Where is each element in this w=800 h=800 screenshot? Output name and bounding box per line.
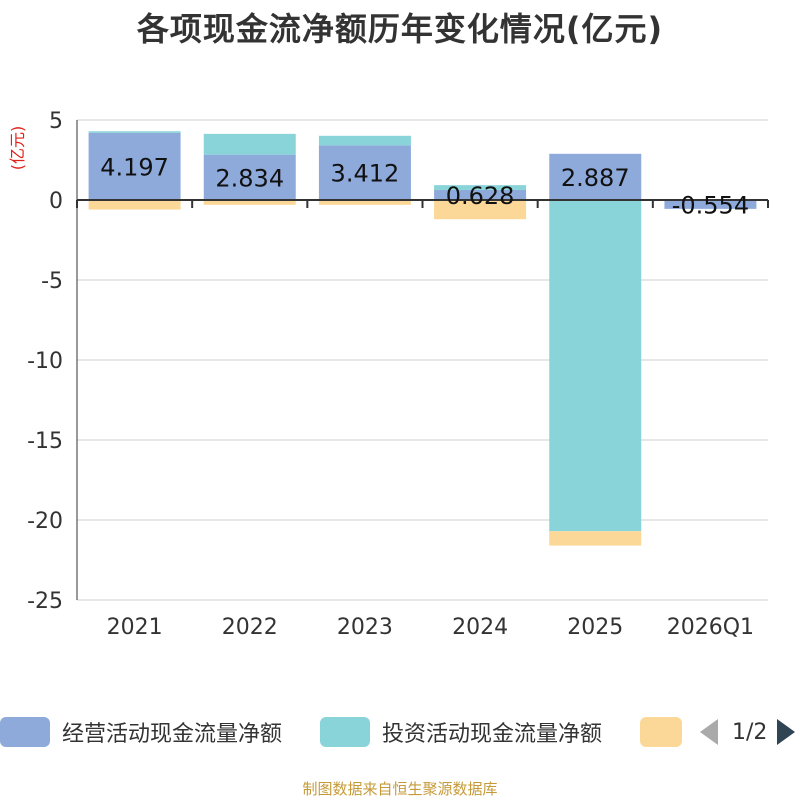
bar-segment[interactable] — [434, 189, 527, 200]
legend-page-indicator: 1/2 — [732, 719, 768, 745]
data-label: -0.554 — [672, 191, 749, 219]
bar-segment[interactable] — [203, 154, 296, 200]
bar-segment[interactable] — [88, 131, 181, 133]
bar-segment[interactable] — [434, 200, 527, 220]
legend-swatch-investing — [320, 717, 370, 747]
bar-segment[interactable] — [203, 200, 296, 205]
y-tick-label: -25 — [27, 589, 63, 614]
x-tick-label: 2021 — [107, 615, 163, 640]
y-tick-label: 0 — [49, 189, 63, 214]
y-axis-label: (亿元) — [8, 126, 27, 171]
legend-swatch-financing — [640, 717, 682, 747]
legend-prev-page-icon[interactable] — [700, 719, 718, 745]
bar-segment[interactable] — [318, 200, 411, 205]
legend-item-investing[interactable]: 投资活动现金流量净额 — [320, 712, 602, 752]
bar-segment[interactable] — [203, 133, 296, 155]
x-tick-label: 2025 — [567, 615, 623, 640]
data-label: 2.834 — [215, 164, 284, 192]
data-label: 2.887 — [561, 164, 630, 192]
bar-segment[interactable] — [549, 531, 642, 546]
bar-segment[interactable] — [88, 132, 181, 200]
bar-segment[interactable] — [318, 135, 411, 146]
x-tick-label: 2023 — [337, 615, 393, 640]
y-tick-label: -10 — [27, 349, 63, 374]
data-label: 0.628 — [446, 182, 515, 210]
x-tick-label: 2022 — [222, 615, 278, 640]
data-source-note: 制图数据来自恒生聚源数据库 — [302, 780, 498, 798]
legend-item-operating[interactable]: 经营活动现金流量净额 — [0, 712, 282, 752]
chart-title: 各项现金流净额历年变化情况(亿元) — [136, 10, 664, 48]
bar-segment[interactable] — [549, 200, 642, 532]
bar-segment[interactable] — [88, 200, 181, 210]
legend-item-financing[interactable] — [640, 712, 682, 752]
chart-plot: (亿元) 5 0 -5 -10 -15 -20 -25 2021 2022 2023 2024 202… — [8, 109, 769, 640]
bar-segment[interactable] — [434, 185, 527, 190]
y-tick-label: 5 — [49, 109, 63, 134]
bar-segment[interactable] — [664, 200, 757, 209]
legend-next-page-icon[interactable] — [777, 719, 796, 745]
y-tick-label: -20 — [27, 509, 63, 534]
y-tick-label: -15 — [27, 429, 63, 454]
legend-label-operating: 经营活动现金流量净额 — [62, 722, 283, 747]
legend-swatch-operating — [0, 717, 50, 747]
legend-label-investing: 投资活动现金流量净额 — [382, 722, 603, 747]
y-tick-label: -5 — [41, 269, 63, 294]
bar-segment[interactable] — [318, 145, 411, 200]
chart-legend: 经营活动现金流量净额 投资活动现金流量净额 1/2 — [0, 712, 800, 752]
data-label: 4.197 — [100, 153, 169, 181]
bar-segment[interactable] — [549, 153, 642, 200]
x-tick-label: 2024 — [452, 615, 508, 640]
x-tick-label: 2026Q1 — [667, 615, 754, 640]
legend-pager: 1/2 — [700, 712, 796, 752]
data-label: 3.412 — [331, 160, 400, 188]
